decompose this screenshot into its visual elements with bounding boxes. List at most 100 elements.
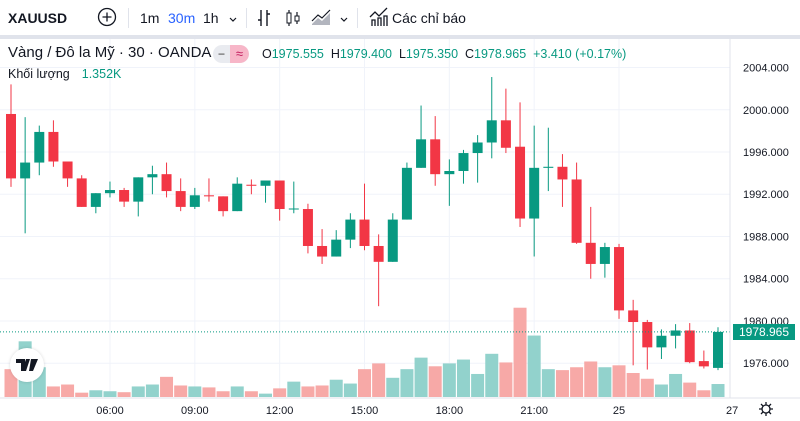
candle-body [430,139,441,175]
top-toolbar: XAUUSD 1m 30m 1h Các chỉ báo [0,0,800,35]
time-tick-label: 18:00 [436,405,464,417]
candle-body [76,178,87,207]
price-tick-label: 2004.000 [743,63,789,75]
close-label: C [465,47,475,61]
candle-body [175,191,186,207]
volume-bar [46,386,60,397]
candles-icon[interactable] [285,8,301,32]
volume-bar [598,367,612,397]
interval-1h[interactable]: 1h [203,10,219,26]
candle-body [317,245,328,257]
divider [128,8,129,28]
volume-bar [75,392,89,397]
volume-bar [301,386,315,397]
open-label: O [262,47,272,61]
volume-bar [471,373,485,397]
volume-legend[interactable]: Khối lượng 1.352K [8,67,121,81]
candle-body [133,177,144,202]
candle-body [571,179,582,243]
volume-bar [626,373,640,397]
candle-body [90,193,101,207]
volume-bar [612,365,626,397]
time-tick-label: 21:00 [520,405,548,417]
change-value: +3.410 (+0.17%) [533,47,627,61]
volume-bar [456,359,470,397]
time-tick-label: 15:00 [351,405,379,417]
symbol-search-button[interactable]: XAUUSD [8,10,68,26]
toolbar-separator [0,35,800,39]
divider [246,8,247,28]
volume-bar [400,369,414,397]
candle-body [345,219,356,240]
volume-bar [329,379,343,397]
volume-bar [428,366,442,397]
candle-body [161,174,172,192]
candle-body [119,190,130,202]
volume-bar [372,363,386,397]
candle-body [599,247,610,264]
interval-1m[interactable]: 1m [140,10,160,26]
candle-body [543,166,554,168]
candle-body [48,131,59,162]
close-value: 1978.965 [474,47,527,61]
high-value: 1979.400 [339,47,392,61]
time-tick-label: 09:00 [181,405,209,417]
volume-bar [273,388,287,397]
candle-body [472,142,483,154]
volume-bar [202,387,216,397]
interval-30m[interactable]: 30m [168,10,196,26]
time-tick-label: 25 [613,405,625,417]
ohlc-values: O1975.555 H1979.400 L1975.350 C1978.965 … [262,47,626,61]
high-label: H [330,47,340,61]
candle-body [684,330,695,363]
candle-body [6,113,16,179]
candle-body [20,162,31,179]
candle-body [698,361,709,367]
candle-body [557,166,568,180]
volume-bar [315,385,329,397]
candle-body [585,242,596,264]
legend-pills[interactable]: − ≈ [213,45,249,63]
candle-body [656,335,667,348]
candle-body [444,171,455,175]
candle-body [416,139,427,168]
volume-bar [230,386,244,397]
plus-circle-icon[interactable] [97,7,117,31]
indicators-icon[interactable] [369,7,389,31]
candle-body [458,153,469,172]
symbol-legend[interactable]: Vàng / Đô la Mỹ · 30 · OANDA [8,44,212,61]
area-chart-icon[interactable] [311,8,331,32]
volume-bar [188,386,202,397]
indicators-button[interactable]: Các chỉ báo [392,10,466,26]
candle-body [274,180,285,210]
candle-body [288,208,299,210]
volume-bar [244,391,258,397]
time-tick-label: 12:00 [266,405,294,417]
candle-body [34,131,45,163]
volume-value: 1.352K [81,67,122,81]
time-tick-label: 06:00 [96,405,124,417]
tradingview-logo[interactable] [10,348,44,382]
candle-body [104,190,115,194]
chevron-down-icon[interactable] [339,11,349,29]
settings-gear-icon[interactable] [758,401,774,421]
candle-body [218,196,229,212]
volume-bar [414,357,428,397]
volume-bar [669,373,683,397]
candle-body [189,195,200,207]
candle-body [203,195,214,197]
candle-body [359,219,370,246]
bar-chart-icon[interactable] [256,8,272,32]
chevron-down-icon[interactable] [228,11,238,29]
volume-bar [499,362,513,397]
price-tick-label: 1984.000 [743,274,789,286]
candle-body [713,331,723,368]
volume-bar [584,361,598,397]
volume-bar [358,369,371,397]
price-tick-label: 2000.000 [743,105,789,117]
candle-body [260,180,271,186]
approx-pill[interactable]: ≈ [230,45,249,63]
volume-bar [131,386,145,397]
minus-pill[interactable]: − [217,47,225,61]
